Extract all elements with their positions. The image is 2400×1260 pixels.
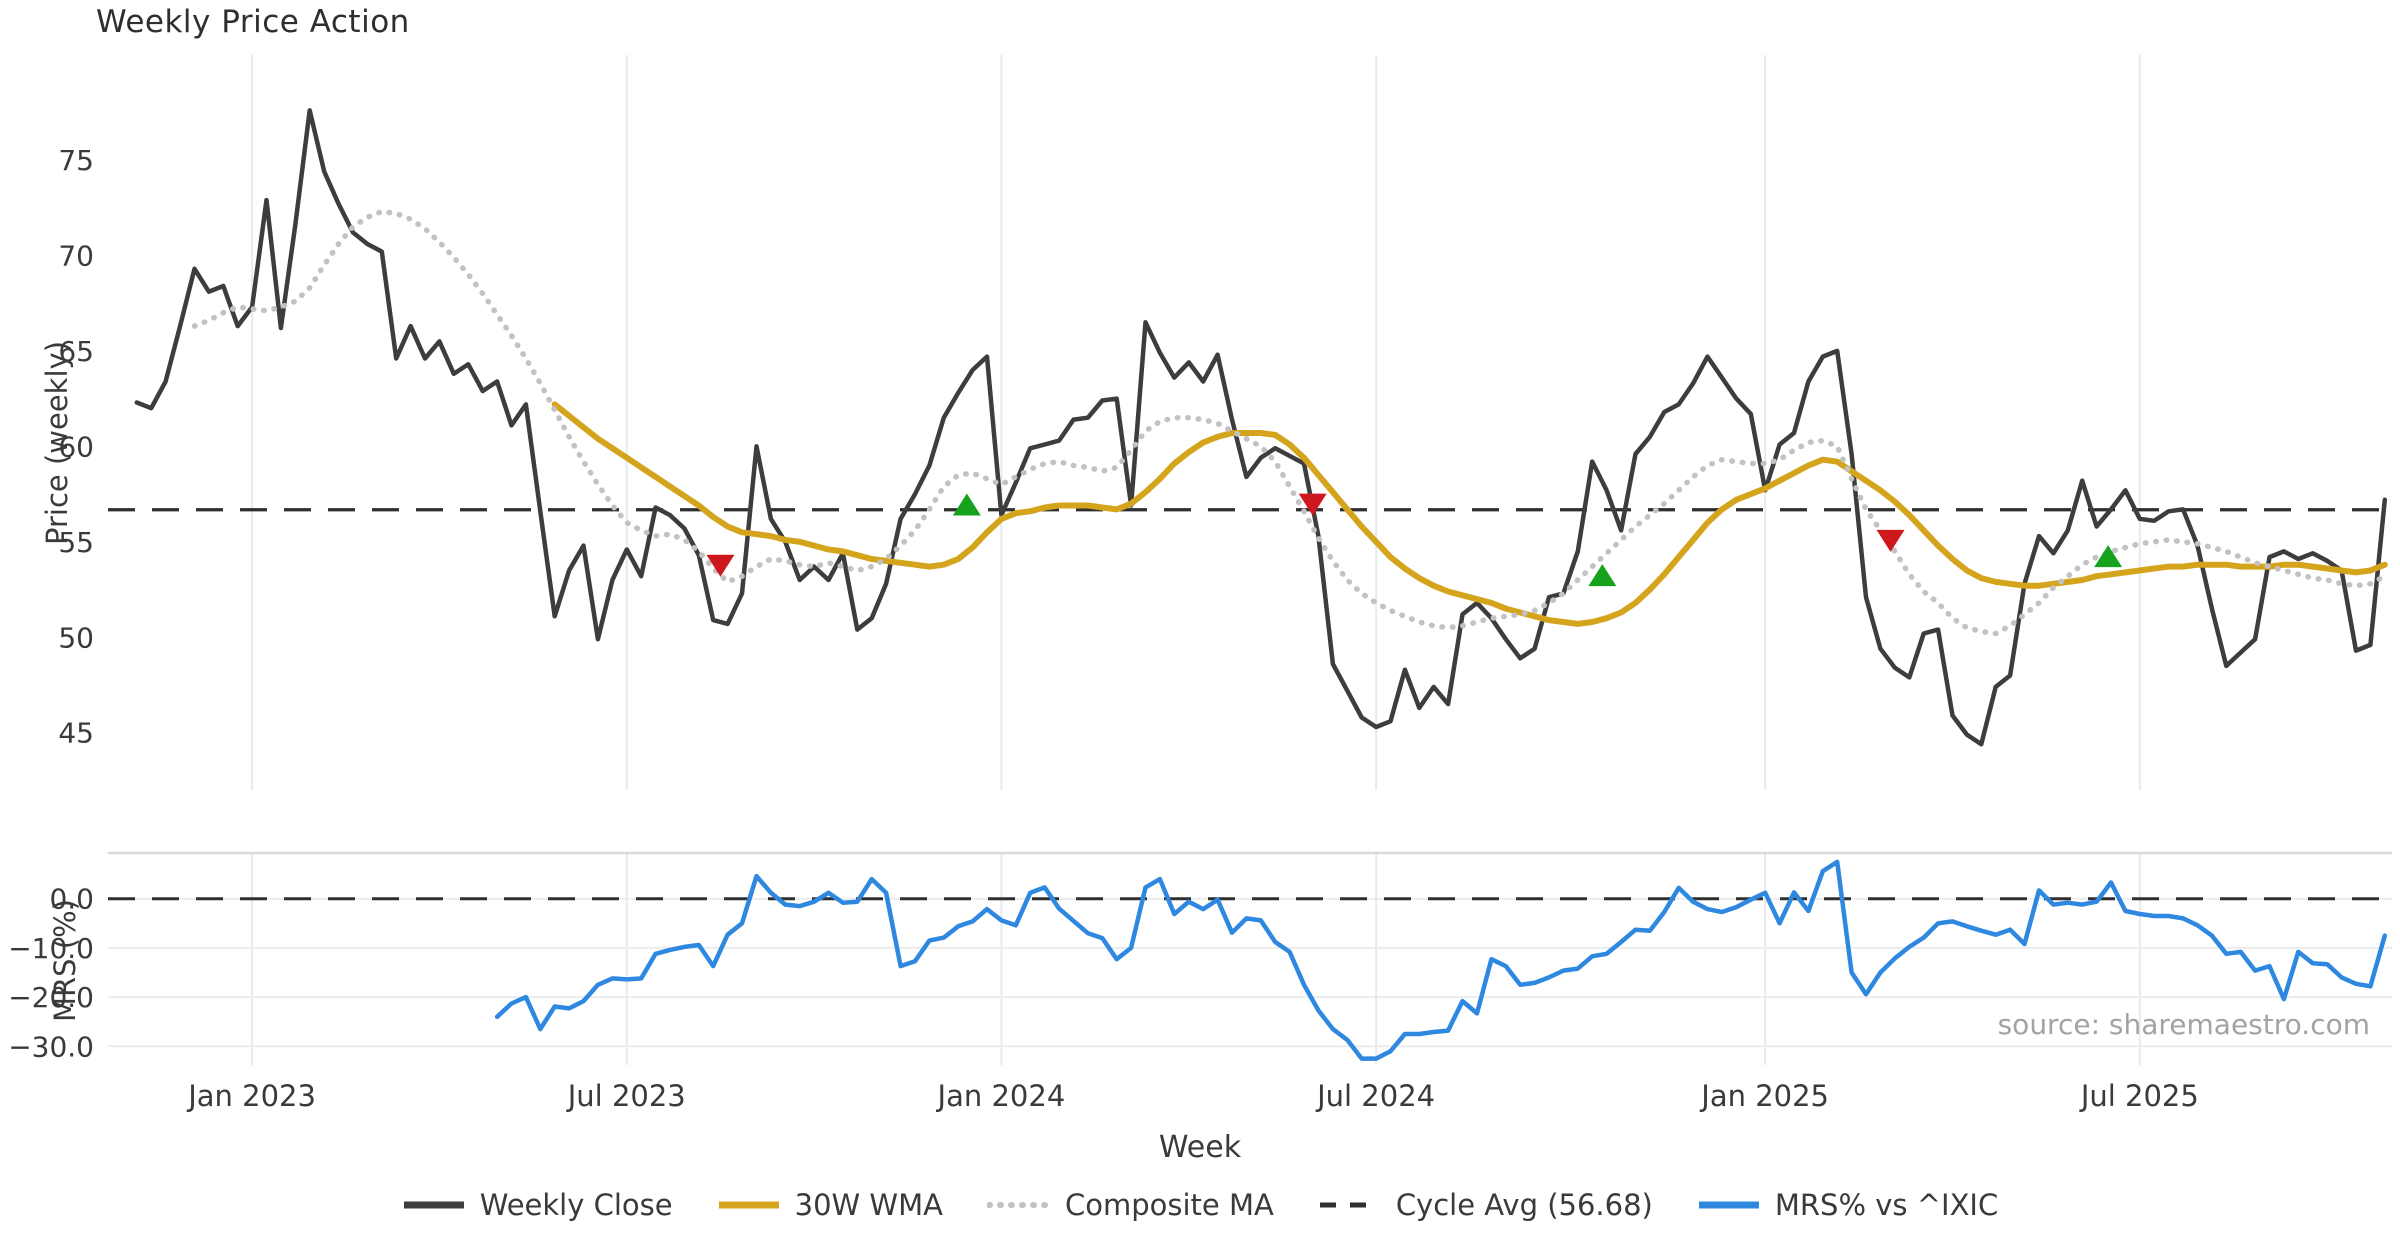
legend-item-label: MRS% vs ^IXIC <box>1774 1188 1999 1222</box>
legend-item-label: 30W WMA <box>794 1188 943 1222</box>
x-tick-label: Jul 2025 <box>2079 1079 2199 1113</box>
legend-item-label: Cycle Avg (56.68) <box>1395 1188 1653 1222</box>
legend-swatch-icon <box>718 1201 779 1209</box>
y-tick-label: −10.0 <box>8 932 94 965</box>
legend-item-composite-ma: Composite MA <box>986 1188 1274 1222</box>
legend-item-label: Composite MA <box>1064 1188 1274 1222</box>
legend-swatch-icon <box>403 1201 464 1209</box>
y-tick-label: 50 <box>58 621 94 654</box>
buy-marker-icon <box>952 493 981 516</box>
y-tick-label: 65 <box>58 335 94 368</box>
y-tick-label: −20.0 <box>8 981 94 1014</box>
legend-item-mrs-vs-ixic: MRS% vs ^IXIC <box>1697 1188 1998 1222</box>
x-tick-label: Jan 2023 <box>186 1079 316 1113</box>
series-composite-ma-line <box>191 208 2388 637</box>
legend: Weekly Close 30W WMA Composite MA Cycle Avg… <box>0 1188 2400 1222</box>
legend-item-cycle-avg-56-68-: Cycle Avg (56.68) <box>1318 1188 1653 1222</box>
buy-marker-icon <box>2094 545 2123 568</box>
x-tick-label: Jul 2023 <box>566 1079 686 1113</box>
legend-swatch-icon <box>1698 1201 1759 1209</box>
y-tick-label: 0.0 <box>49 883 94 916</box>
x-tick-label: Jan 2025 <box>1699 1079 1829 1113</box>
sell-marker-icon <box>706 554 735 577</box>
y-tick-label: 75 <box>58 144 94 177</box>
buy-marker-icon <box>1588 564 1617 587</box>
source-note: source: sharemaestro.com <box>1997 1008 2370 1041</box>
x-axis-title: Week <box>1158 1130 1242 1165</box>
y-tick-label: 55 <box>58 526 94 559</box>
chart-title: Weekly Price Action <box>96 4 410 40</box>
y-tick-label: 45 <box>58 717 94 750</box>
series-mrs-vs-ixic-line <box>494 859 2388 1061</box>
y-tick-label: 70 <box>58 239 94 272</box>
series-weekly-close-line <box>134 108 2388 747</box>
series-30w-wma-line <box>551 401 2388 627</box>
legend-item-label: Weekly Close <box>479 1188 673 1222</box>
x-tick-label: Jul 2024 <box>1315 1079 1435 1113</box>
legend-item-30w-wma: 30W WMA <box>717 1188 943 1222</box>
y-tick-label: −30.0 <box>8 1030 94 1063</box>
sell-marker-icon <box>1876 529 1905 552</box>
legend-swatch-icon <box>1319 1202 1380 1208</box>
x-tick-label: Jan 2024 <box>936 1079 1066 1113</box>
legend-swatch-icon <box>986 1202 1051 1208</box>
y-tick-label: 60 <box>58 430 94 463</box>
legend-item-weekly-close: Weekly Close <box>402 1188 673 1222</box>
sell-marker-icon <box>1298 493 1327 516</box>
